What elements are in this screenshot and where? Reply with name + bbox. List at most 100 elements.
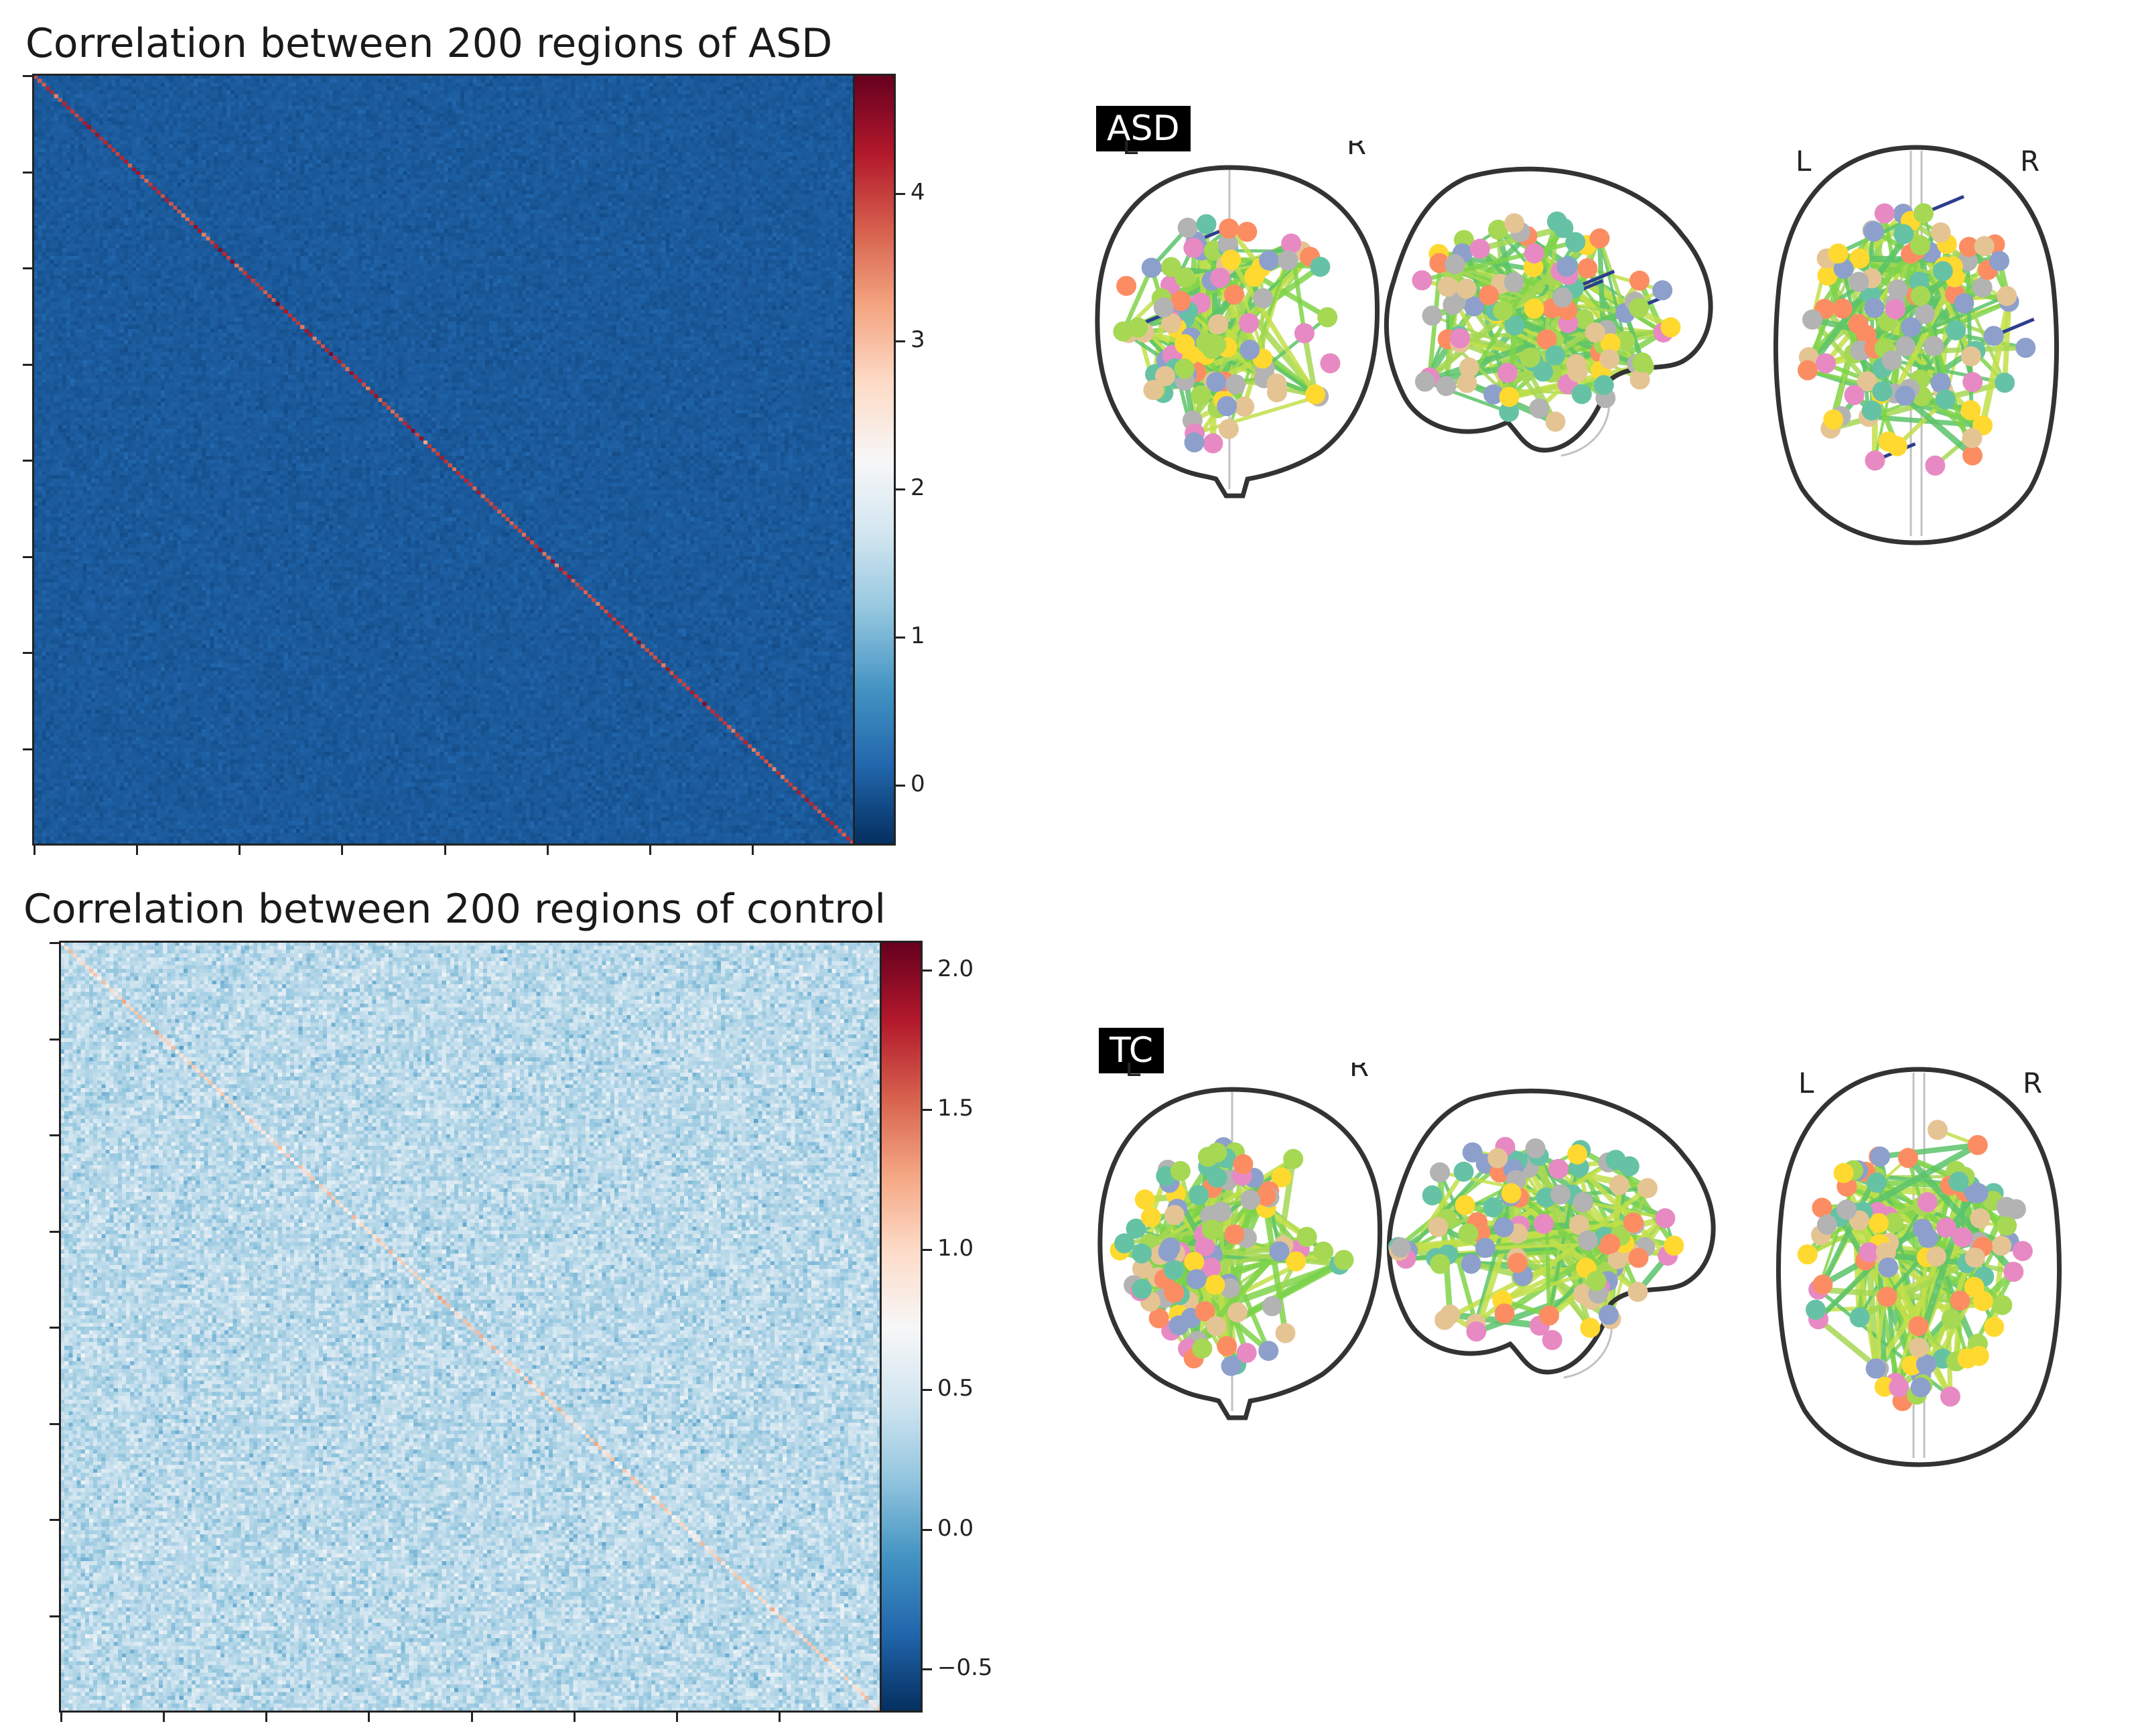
- connectome-node: [1224, 1224, 1245, 1245]
- connectome-nodes: [1110, 1137, 1354, 1376]
- connectome-node: [1950, 1290, 1970, 1311]
- connectome-node: [1430, 1162, 1451, 1183]
- connectome-node: [1857, 371, 1877, 392]
- heatmap-x-tick: [778, 1713, 781, 1722]
- connectome-node: [1195, 1301, 1215, 1321]
- connectome-node: [1253, 288, 1274, 309]
- connectome-node: [1219, 1278, 1240, 1298]
- connectome-node: [1887, 279, 1908, 300]
- connectome-node: [1964, 1248, 1985, 1268]
- connectome-node: [1970, 1208, 1991, 1229]
- connectome-node: [1534, 1213, 1554, 1234]
- connectome-node: [1126, 1218, 1146, 1239]
- connectome-node: [1223, 284, 1244, 305]
- connectome-node: [1114, 1233, 1135, 1254]
- connectome-node: [1849, 1307, 1870, 1328]
- hemisphere-label-left: L: [1798, 1067, 1814, 1099]
- connectome-node: [1874, 1376, 1895, 1397]
- heatmap-y-tick: [23, 363, 32, 366]
- connectome-node: [1493, 1217, 1514, 1238]
- connectome-label-control: TC: [1099, 1028, 1164, 1073]
- connectome-node: [1849, 271, 1869, 292]
- connectome-node: [1872, 381, 1893, 402]
- connectome-node: [1960, 346, 1981, 366]
- connectome-node: [1195, 1236, 1215, 1257]
- connectome-node: [1864, 297, 1885, 318]
- colorbar-tick: [923, 969, 932, 972]
- connectome-node: [1128, 317, 1148, 338]
- connectome-edge: [1891, 275, 1958, 395]
- connectome-node: [1283, 1148, 1304, 1169]
- connectome-node: [1930, 373, 1951, 393]
- connectome-node: [1599, 349, 1620, 369]
- connectome-node: [1628, 1248, 1649, 1268]
- connectome-node: [1437, 277, 1458, 297]
- connectome-node: [1271, 1167, 1292, 1188]
- connectome-node: [1175, 267, 1195, 288]
- connectome-node: [1925, 455, 1946, 476]
- connectome-node: [1155, 366, 1175, 387]
- connectome-node: [1458, 1223, 1479, 1244]
- connectome-node: [1201, 1219, 1222, 1240]
- colorbar-tick: [923, 1528, 932, 1531]
- connectome-edge: [1229, 258, 1318, 396]
- brain-outline: [1776, 1067, 2062, 1467]
- colorbar-tick-label: 2: [911, 474, 925, 502]
- heatmap-y-tick: [23, 748, 32, 750]
- connectome-node: [1571, 384, 1592, 405]
- connectome-node: [1567, 362, 1588, 383]
- connectome-node: [1609, 1175, 1629, 1195]
- connectome-node: [1206, 372, 1227, 393]
- connectome-node: [1203, 433, 1223, 454]
- connectome-node: [1134, 1189, 1155, 1210]
- connectome-edge: [1121, 267, 1154, 333]
- connectome-node: [1161, 257, 1181, 277]
- connectome-edge: [1465, 226, 1565, 385]
- connectome-node: [1499, 387, 1520, 407]
- heatmap-y-tick: [23, 460, 32, 462]
- connectome-node: [1816, 353, 1836, 374]
- connectome-node: [1305, 384, 1325, 405]
- connectome-node: [1428, 1217, 1449, 1238]
- colorbar-tick-label: 1.0: [937, 1235, 974, 1262]
- connectome-node: [1236, 1343, 1257, 1363]
- connectome-node: [1170, 291, 1191, 312]
- connectome-node: [1177, 217, 1198, 238]
- connectome-node: [1577, 1230, 1598, 1251]
- connectome-node: [1664, 1236, 1684, 1256]
- connectome-node: [1816, 1214, 1837, 1235]
- connectome-node: [1483, 1197, 1503, 1218]
- colorbar-tick: [896, 192, 905, 195]
- connectome-node: [1546, 211, 1567, 232]
- connectome-node: [1833, 259, 1854, 279]
- connectome-node: [1141, 1207, 1161, 1227]
- connectome-node: [1422, 1185, 1443, 1206]
- connectome-node: [1483, 384, 1504, 405]
- heatmap-x-tick: [751, 846, 754, 855]
- connectome-node: [1545, 411, 1566, 432]
- connectome-node: [1817, 265, 1838, 286]
- colorbar-frame-control: [880, 941, 923, 1713]
- heatmap-y-tick: [50, 1038, 59, 1041]
- connectome-node: [1962, 372, 1983, 393]
- colorbar-tick: [923, 1668, 932, 1671]
- connectome-node: [1927, 1120, 1948, 1140]
- connectome-edge: [1854, 1142, 1980, 1216]
- connectome-node: [1623, 1212, 1644, 1233]
- heatmap-y-tick: [23, 75, 32, 77]
- connectome-node: [1565, 232, 1586, 253]
- connectome-node: [1895, 336, 1916, 356]
- colorbar-tick-label: 0.5: [937, 1374, 974, 1402]
- connectome-node: [1219, 218, 1240, 239]
- connectome-node: [1901, 317, 1922, 338]
- connectome-node: [1453, 1161, 1474, 1182]
- connectome-node: [1278, 250, 1298, 271]
- connectome-node: [1536, 329, 1557, 350]
- connectome-node: [1191, 385, 1211, 406]
- connectome-node: [1874, 203, 1895, 224]
- connectome-node: [1887, 436, 1907, 456]
- connectome-edge: [1264, 316, 1329, 369]
- connectome-node: [1586, 1270, 1607, 1291]
- connectome-node: [1962, 445, 1983, 466]
- connectome-node: [1806, 1299, 1826, 1320]
